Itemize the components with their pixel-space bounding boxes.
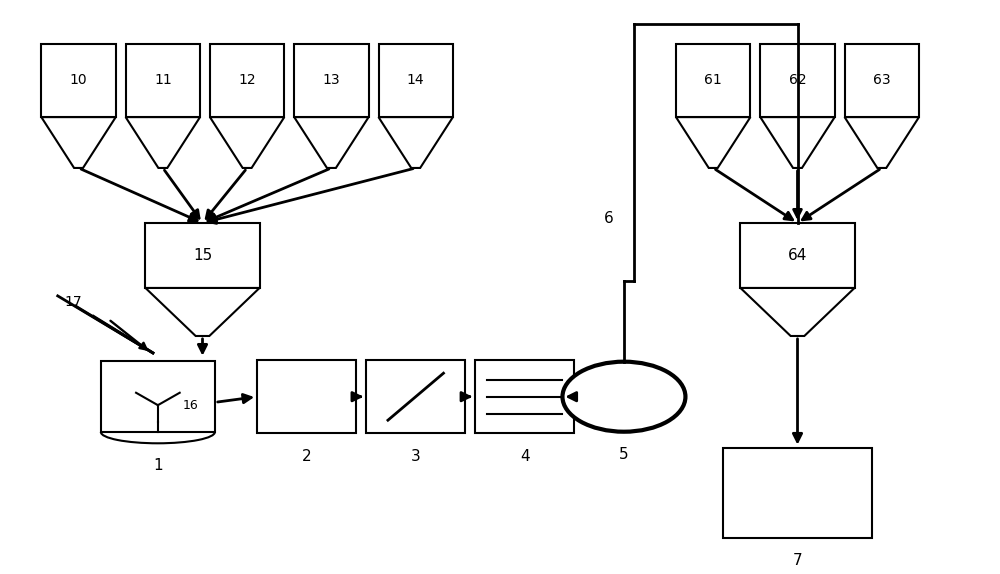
Text: 11: 11	[154, 73, 172, 87]
Text: 6: 6	[604, 211, 614, 226]
Polygon shape	[740, 288, 855, 336]
Polygon shape	[760, 117, 835, 168]
Text: 4: 4	[520, 448, 530, 463]
Bar	[145, 223, 260, 288]
Text: 7: 7	[793, 553, 802, 568]
Bar	[101, 362, 215, 432]
Text: 13: 13	[323, 73, 340, 87]
Bar	[366, 360, 465, 433]
Text: 14: 14	[407, 73, 425, 87]
Bar	[210, 44, 284, 117]
Text: 64: 64	[788, 248, 807, 263]
Bar	[845, 44, 919, 117]
Bar	[475, 360, 574, 433]
Polygon shape	[294, 117, 369, 168]
Polygon shape	[379, 117, 453, 168]
Polygon shape	[145, 288, 260, 336]
Bar	[740, 223, 855, 288]
Bar	[257, 360, 356, 433]
Text: 61: 61	[704, 73, 722, 87]
Polygon shape	[845, 117, 919, 168]
Bar	[379, 44, 453, 117]
Circle shape	[562, 362, 685, 432]
Bar	[41, 44, 116, 117]
Text: 16: 16	[183, 399, 198, 412]
Text: 10: 10	[70, 73, 87, 87]
Polygon shape	[41, 117, 116, 168]
Text: 3: 3	[411, 448, 421, 463]
Text: 2: 2	[302, 448, 311, 463]
Text: 63: 63	[873, 73, 891, 87]
Text: 1: 1	[153, 459, 163, 474]
Bar	[760, 44, 835, 117]
Bar	[676, 44, 750, 117]
Text: 5: 5	[619, 447, 629, 462]
Polygon shape	[126, 117, 200, 168]
Bar	[294, 44, 369, 117]
Text: 17: 17	[65, 295, 82, 309]
Polygon shape	[210, 117, 284, 168]
Text: 12: 12	[238, 73, 256, 87]
Text: 15: 15	[193, 248, 212, 263]
Bar	[723, 448, 872, 538]
Bar	[126, 44, 200, 117]
Polygon shape	[676, 117, 750, 168]
Text: 62: 62	[789, 73, 806, 87]
